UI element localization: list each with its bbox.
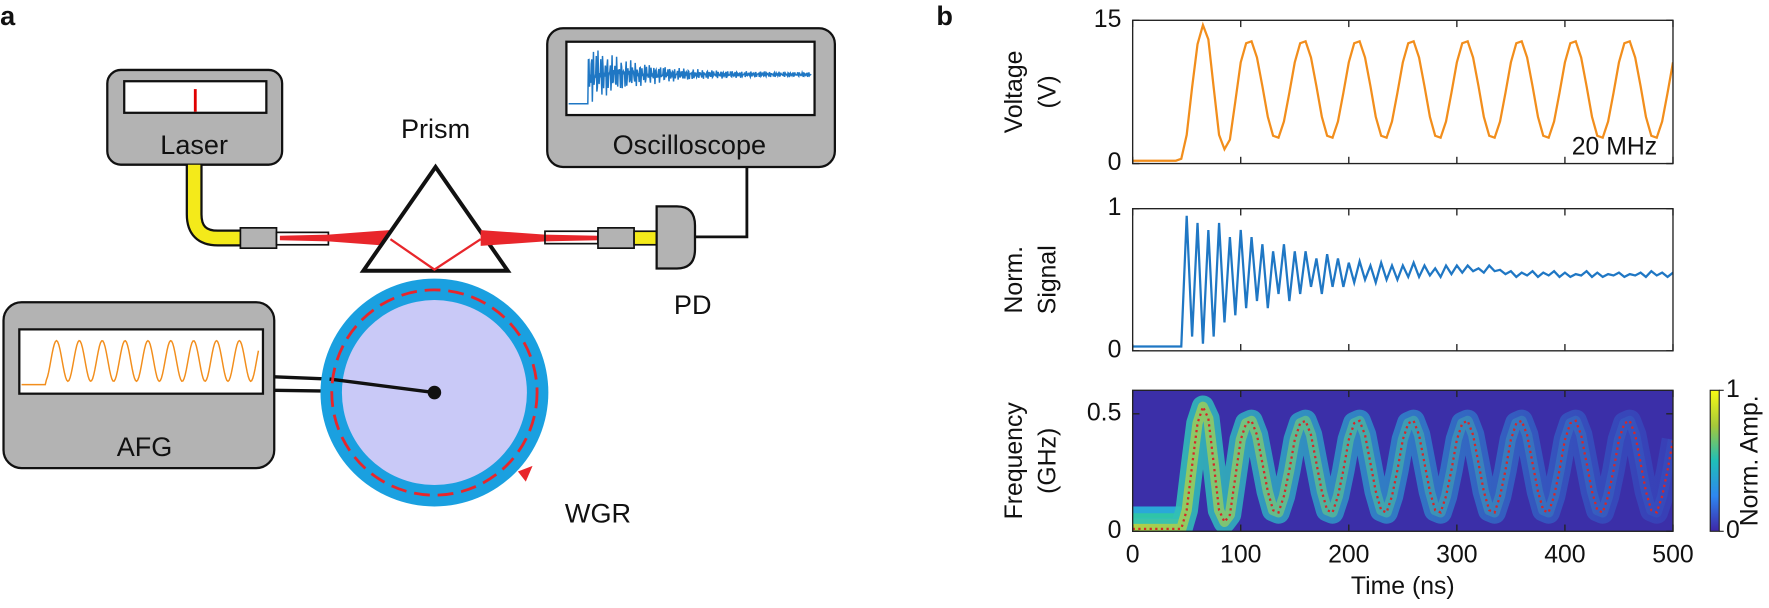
afg-trace <box>21 339 260 386</box>
colorbar <box>1709 389 1720 532</box>
wire <box>329 377 435 395</box>
prism <box>359 163 512 273</box>
x-tick-label: 500 <box>1652 542 1693 569</box>
beam <box>279 230 390 246</box>
x-tick-label: 0 <box>1126 542 1140 569</box>
electrode <box>427 385 442 400</box>
x-axis-label: Time (ns) <box>1351 573 1455 600</box>
data-line <box>1132 215 1673 348</box>
beam <box>480 230 598 246</box>
colorbar-tick-label: 1 <box>1726 376 1740 403</box>
y-tick-label: 0 <box>1108 336 1122 363</box>
x-tick-label: 100 <box>1220 542 1261 569</box>
connector <box>597 227 635 250</box>
y-axis-label: Frequency <box>1001 402 1028 520</box>
annotation: 20 MHz <box>1572 133 1657 160</box>
x-tick-label: 400 <box>1544 542 1585 569</box>
spectral-core <box>1132 401 1673 532</box>
fiber <box>187 164 243 245</box>
cable <box>694 166 749 239</box>
y-tick-label: 0.5 <box>1087 399 1121 426</box>
laser-label: Laser <box>160 129 228 160</box>
plot-frame <box>1131 208 1674 352</box>
panel-label: a <box>0 0 16 31</box>
prism-label: Prism <box>401 113 470 144</box>
afg-screen <box>18 328 265 395</box>
y-axis-label: Voltage <box>1001 51 1028 134</box>
x-tick-label: 300 <box>1436 542 1477 569</box>
oscilloscope-trace <box>568 50 812 105</box>
y-tick-label: 0 <box>1108 149 1122 176</box>
data-line <box>1132 21 1673 162</box>
connector <box>239 227 278 250</box>
mode-arrow <box>517 465 533 482</box>
y-axis-label: (GHz) <box>1035 428 1062 494</box>
y-tick-label: 0 <box>1108 517 1122 544</box>
y-axis-label: Norm. <box>1001 246 1028 314</box>
x-tick-label: 200 <box>1328 542 1369 569</box>
mode-path <box>330 288 539 497</box>
y-tick-label: 1 <box>1108 194 1122 221</box>
colorbar-label: Norm. Amp. <box>1736 395 1763 526</box>
wgr-label: WGR <box>565 498 631 529</box>
wire <box>274 375 330 381</box>
beam-in-prism <box>389 238 482 271</box>
y-tick-label: 15 <box>1094 6 1122 33</box>
y-axis-label: Signal <box>1035 245 1062 314</box>
photodetector <box>655 205 697 270</box>
fiber <box>633 230 660 246</box>
y-axis-label: (V) <box>1035 75 1062 108</box>
colorbar-tick-label: 0 <box>1726 517 1740 544</box>
afg-label: AFG <box>117 431 173 462</box>
panel-label: b <box>936 0 953 31</box>
plot-frame <box>1131 389 1674 532</box>
pd-label: PD <box>674 289 712 320</box>
oscilloscope-label: Oscilloscope <box>613 129 766 160</box>
plot-frame <box>1131 19 1674 165</box>
